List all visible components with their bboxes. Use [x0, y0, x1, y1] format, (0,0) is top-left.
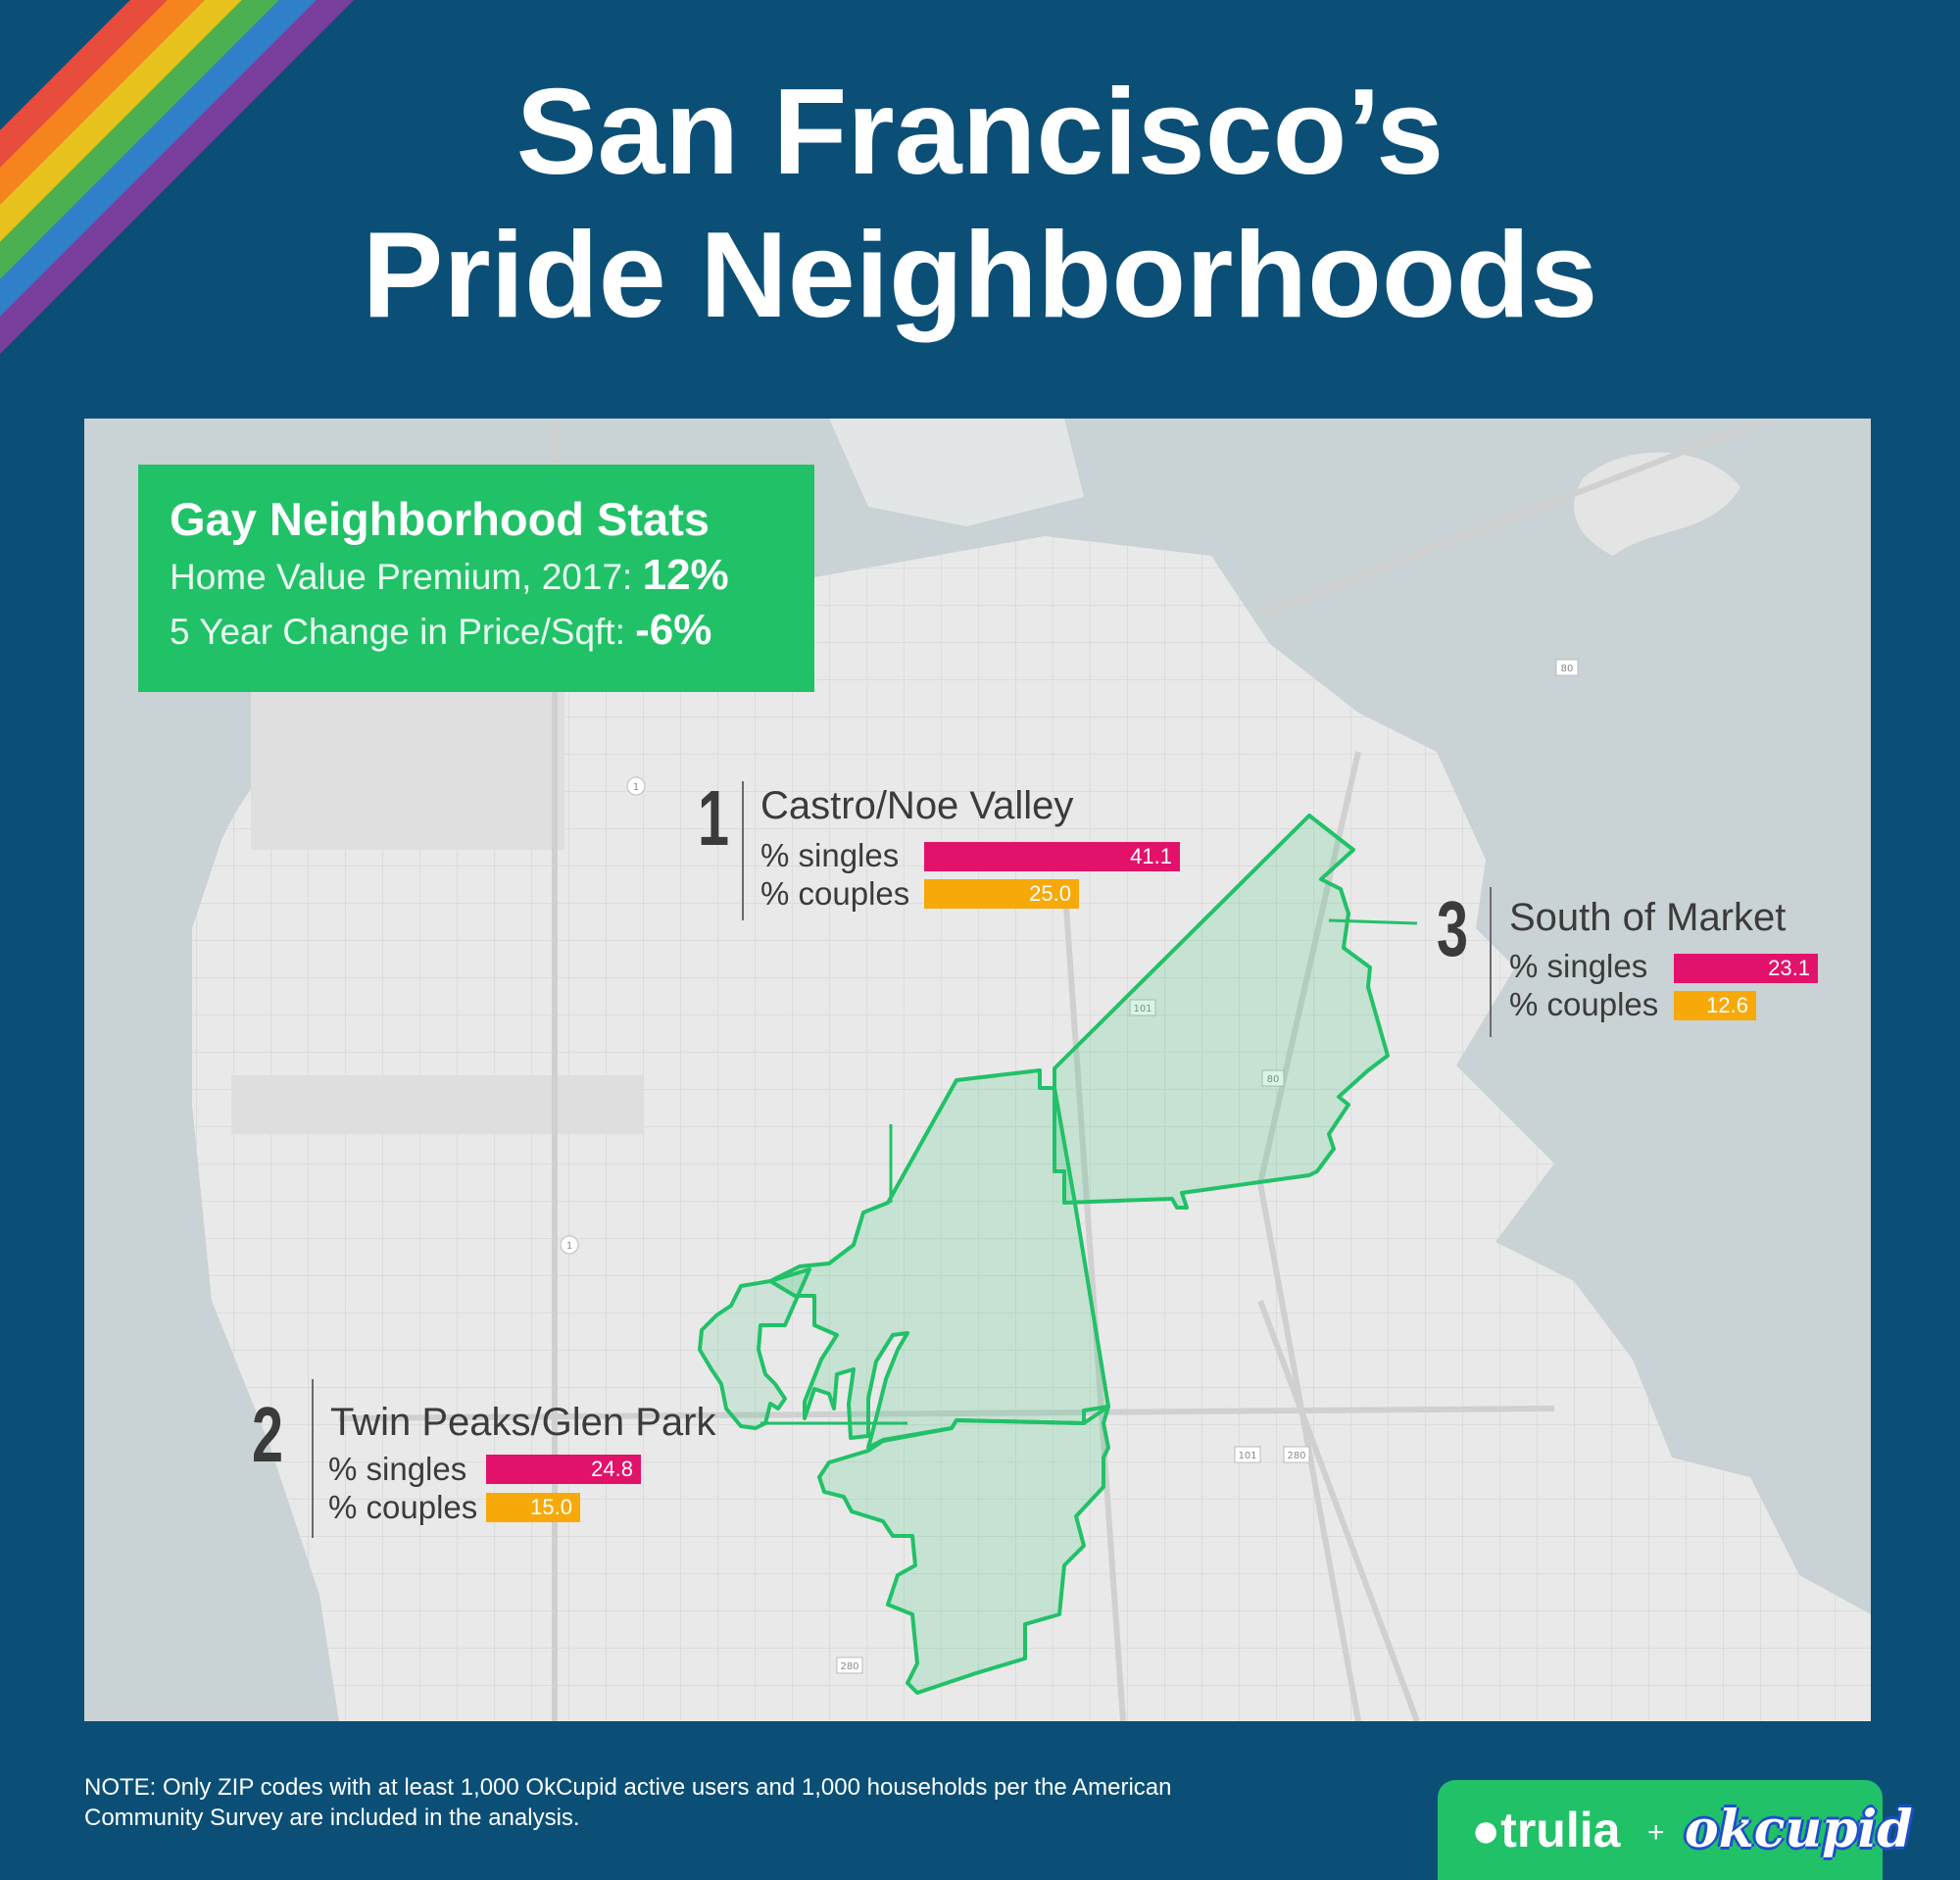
highway-shield-80-soma	[1261, 1069, 1285, 1087]
pin-icon: ●	[1471, 1803, 1501, 1857]
neighborhood-name: South of Market	[1509, 896, 1787, 939]
singles-label: % singles	[760, 837, 900, 873]
highway-shield-280-east	[1283, 1446, 1310, 1463]
title-line-2: Pride Neighborhoods	[362, 208, 1598, 343]
region-castro-noe-valley	[768, 1068, 1110, 1450]
golden-gate-park	[231, 1075, 643, 1134]
brand-logos[interactable]: ●trulia + okcupid	[1438, 1780, 1913, 1880]
shield-80-bridge-label: 80	[1561, 664, 1574, 674]
highway-shield-101-north	[1129, 999, 1156, 1016]
singles-bar: 23.1	[1674, 954, 1818, 983]
singles-bar: 41.1	[924, 842, 1180, 871]
connector-3	[1328, 918, 1418, 925]
price-change-label: 5 Year Change in Price/Sqft:	[170, 612, 625, 652]
highway-shield-1-south	[560, 1235, 579, 1255]
okcupid-logo[interactable]: okcupid	[1685, 1800, 1913, 1859]
callout-divider	[1490, 887, 1492, 1037]
title-line-1: San Francisco’s	[515, 65, 1445, 200]
couples-label: % couples	[760, 875, 910, 912]
couples-bar: 15.0	[486, 1493, 580, 1522]
couples-label: % couples	[328, 1489, 478, 1525]
map-panel[interactable]: 1 1 101 101 280 280 80 80	[84, 419, 1871, 1721]
shield-1-south-label: 1	[566, 1241, 572, 1252]
price-change-value: -6%	[635, 606, 712, 654]
home-value-value: 12%	[642, 551, 729, 599]
couples-label: % couples	[1509, 986, 1659, 1022]
trulia-logo[interactable]: ●trulia	[1471, 1796, 1620, 1864]
highway-shield-101-south	[1234, 1446, 1261, 1463]
highway-shield-280-south	[836, 1657, 863, 1674]
neighborhood-name: Twin Peaks/Glen Park	[330, 1401, 716, 1444]
shield-280-east-label: 280	[1287, 1451, 1305, 1461]
land-north	[829, 419, 1084, 526]
page-title: San Francisco’s Pride Neighborhoods	[0, 61, 1960, 347]
highway-shield-80-bridge	[1555, 659, 1579, 676]
shield-80-soma-label: 80	[1267, 1074, 1280, 1085]
trulia-wordmark: trulia	[1500, 1803, 1621, 1857]
map-canvas: 1 1 101 101 280 280 80 80	[192, 419, 1871, 1721]
region-twin-peaks-glen-park	[817, 1405, 1110, 1695]
stats-title: Gay Neighborhood Stats	[170, 493, 710, 545]
footnote: NOTE: Only ZIP codes with at least 1,000…	[84, 1774, 1172, 1831]
callout-divider	[742, 781, 744, 920]
brand-plus: +	[1647, 1816, 1665, 1849]
singles-label: % singles	[1509, 948, 1648, 984]
shield-1-north-label: 1	[633, 782, 639, 793]
region-south-of-market	[1053, 814, 1390, 1210]
neighborhood-name: Castro/Noe Valley	[760, 784, 1074, 827]
couples-bar: 25.0	[924, 879, 1079, 909]
shield-101-north-label: 101	[1133, 1004, 1152, 1014]
rank-number: 2	[252, 1391, 284, 1478]
home-value-label: Home Value Premium, 2017:	[170, 557, 633, 597]
shield-280-south-label: 280	[840, 1661, 858, 1672]
callout-divider	[312, 1379, 314, 1538]
singles-bar: 24.8	[486, 1455, 641, 1484]
rank-number: 1	[698, 774, 730, 862]
stats-box: Gay Neighborhood Stats Home Value Premiu…	[138, 465, 814, 692]
region-twin-peaks-west	[698, 1267, 811, 1430]
shield-101-south-label: 101	[1238, 1451, 1256, 1461]
couples-bar: 12.6	[1674, 991, 1756, 1020]
singles-label: % singles	[328, 1451, 467, 1487]
price-change-row: 5 Year Change in Price/Sqft: -6%	[170, 604, 814, 659]
rainbow-stripes	[0, 0, 355, 355]
rank-number: 3	[1437, 885, 1469, 972]
home-value-row: Home Value Premium, 2017: 12%	[170, 549, 814, 604]
treasure-island	[1574, 452, 1740, 556]
highway-shield-1-north	[626, 776, 646, 796]
